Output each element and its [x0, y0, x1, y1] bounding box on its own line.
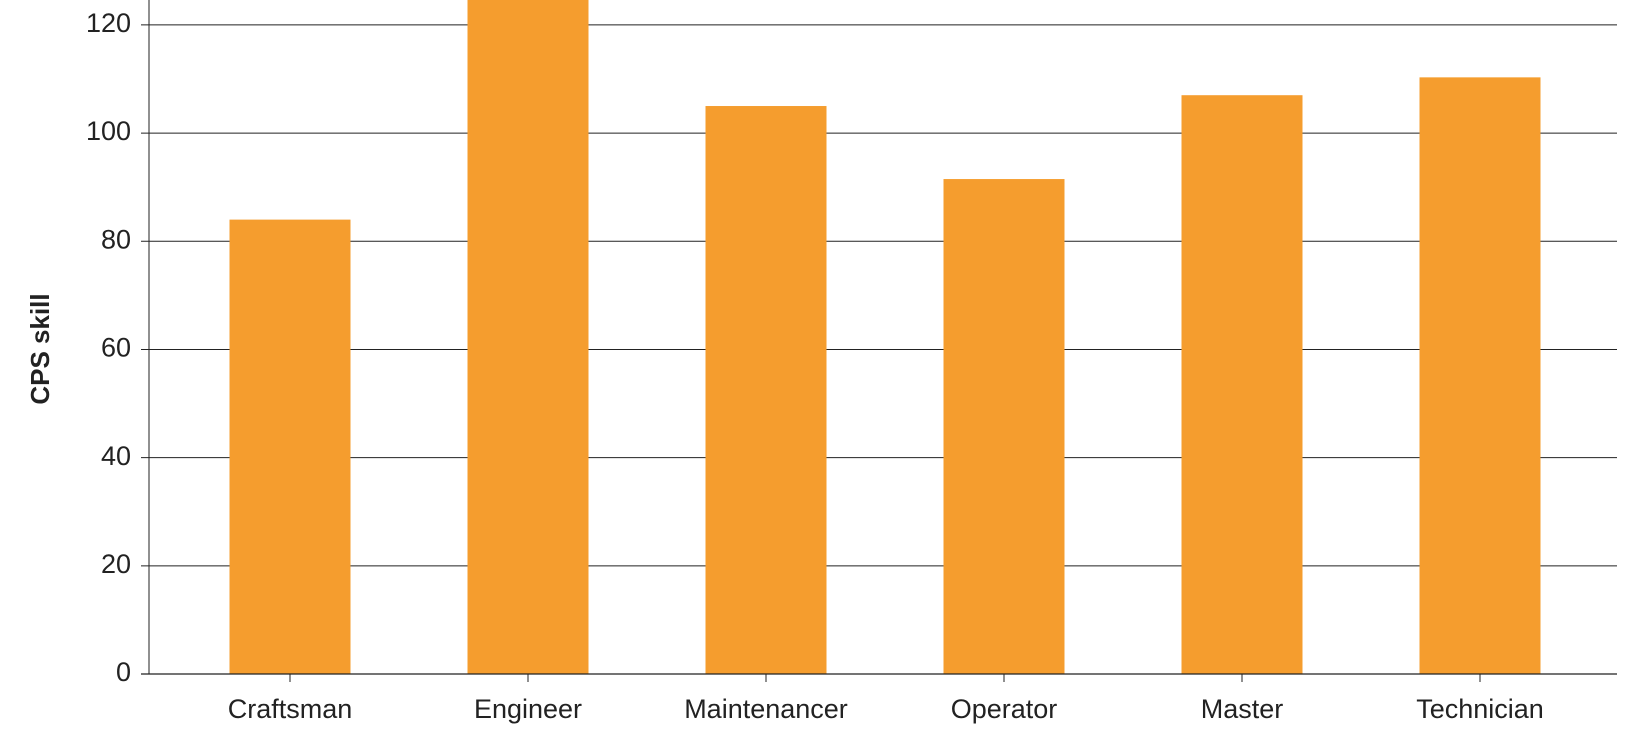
y-tick-label: 100	[86, 116, 131, 146]
x-tick-label: Operator	[951, 694, 1058, 724]
y-tick-label: 0	[116, 657, 131, 687]
y-tick-label: 20	[101, 549, 131, 579]
y-tick-label: 80	[101, 224, 131, 254]
y-tick-label: 120	[86, 8, 131, 38]
bar	[1419, 77, 1541, 674]
bar	[1181, 95, 1303, 674]
y-tick-label: 60	[101, 333, 131, 363]
x-tick-label: Technician	[1416, 694, 1544, 724]
bar	[943, 179, 1065, 674]
x-tick-label: Maintenancer	[684, 694, 848, 724]
bar	[467, 0, 589, 675]
y-axis-label: CPS skill	[25, 293, 55, 404]
x-tick-label: Master	[1201, 694, 1284, 724]
x-tick-label: Craftsman	[228, 694, 353, 724]
bar	[705, 106, 827, 675]
x-tick-label: Engineer	[474, 694, 582, 724]
bar	[229, 219, 351, 674]
y-tick-label: 40	[101, 441, 131, 471]
